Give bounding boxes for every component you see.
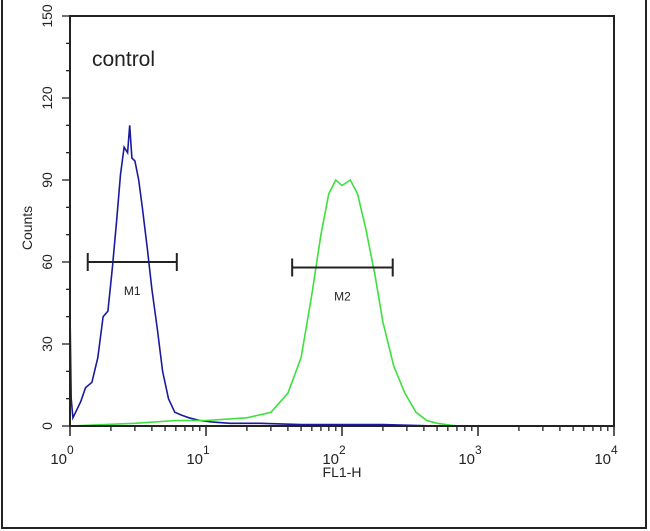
gate-marker-m2: M2 (291, 258, 394, 303)
plot-area (69, 15, 615, 427)
histogram-series-2 (69, 178, 614, 427)
x-tick-label: 101 (186, 443, 210, 468)
y-tick-label: 120 (39, 86, 55, 110)
y-tick-label: 150 (39, 4, 55, 28)
y-tick-label: 30 (39, 336, 55, 352)
x-axis-label: FL1-H (323, 464, 362, 480)
y-tick-label: 60 (39, 254, 55, 270)
series-layer (69, 125, 614, 427)
x-tick-label: 100 (50, 443, 74, 468)
marker-label: M2 (334, 289, 351, 303)
x-tick-label: 103 (458, 443, 482, 468)
y-tick-label: 0 (39, 422, 55, 430)
x-tick-label: 102 (322, 443, 346, 468)
y-tick-label: 90 (39, 172, 55, 188)
axis-layer: 100 101 102 103 104 0 30 60 90 120 150 M1 M2 (39, 4, 618, 468)
marker-label: M1 (124, 284, 141, 298)
gate-marker-m1: M1 (86, 253, 178, 298)
x-tick-label: 104 (594, 443, 618, 468)
y-axis-label: Counts (19, 206, 35, 250)
annotation-control: control (92, 48, 155, 71)
histogram-series-1 (69, 125, 614, 427)
